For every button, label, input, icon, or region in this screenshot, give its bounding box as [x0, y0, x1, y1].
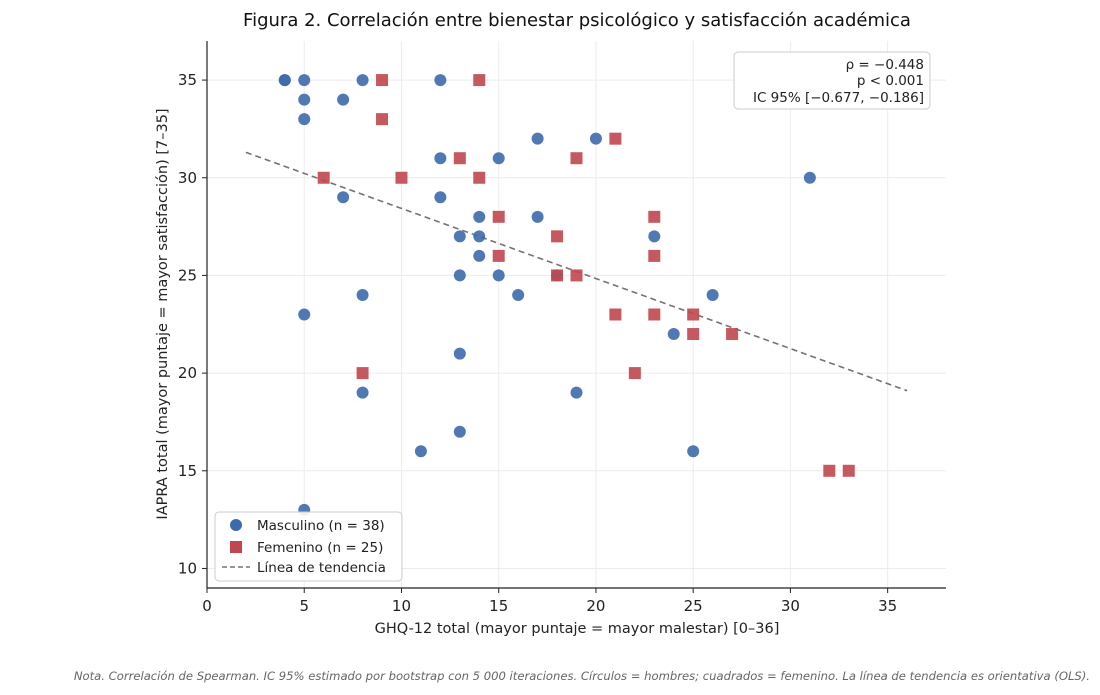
y-ticks: 10 15 20 25 30 35 — [178, 71, 207, 577]
point-masculino — [492, 152, 505, 165]
point-masculino — [570, 386, 583, 399]
point-masculino — [473, 210, 486, 223]
x-tick-label: 15 — [489, 597, 508, 615]
point-masculino — [356, 288, 369, 301]
point-masculino — [453, 347, 466, 360]
point-femenino — [648, 210, 661, 223]
point-masculino — [589, 132, 602, 145]
point-femenino — [609, 308, 622, 321]
y-tick-label: 10 — [178, 559, 197, 577]
point-femenino — [356, 367, 369, 380]
point-masculino — [492, 269, 505, 282]
stats-p-value: p < 0.001 — [857, 73, 924, 89]
point-masculino — [687, 445, 700, 458]
point-femenino — [842, 464, 855, 477]
point-femenino — [687, 308, 700, 321]
x-tick-label: 35 — [878, 597, 897, 615]
y-tick-label: 15 — [178, 462, 197, 480]
point-masculino — [473, 249, 486, 262]
point-femenino — [317, 171, 330, 184]
point-masculino — [473, 230, 486, 243]
point-masculino — [531, 210, 544, 223]
stats-ci: IC 95% [−0.677, −0.186] — [753, 90, 924, 106]
x-tick-label: 5 — [299, 597, 309, 615]
point-femenino — [473, 171, 486, 184]
point-femenino — [823, 464, 836, 477]
point-masculino — [298, 113, 311, 126]
x-tick-label: 20 — [586, 597, 605, 615]
point-masculino — [453, 230, 466, 243]
chart-title: Figura 2. Correlación entre bienestar ps… — [243, 10, 911, 31]
point-masculino — [803, 171, 816, 184]
point-femenino — [628, 367, 641, 380]
point-masculino — [667, 328, 680, 341]
point-masculino — [278, 74, 291, 87]
point-masculino — [298, 74, 311, 87]
point-masculino — [434, 152, 447, 165]
point-masculino — [356, 386, 369, 399]
point-femenino — [726, 328, 739, 341]
axes — [206, 41, 946, 589]
point-masculino — [453, 425, 466, 438]
point-femenino — [376, 113, 389, 126]
point-femenino — [570, 152, 583, 165]
legend-frame — [214, 511, 403, 582]
point-femenino — [551, 269, 564, 282]
x-tick-label: 0 — [202, 597, 212, 615]
x-ticks: 0 5 10 15 20 25 30 35 — [202, 588, 897, 615]
point-femenino — [492, 249, 505, 262]
stats-box: ρ = −0.448 p < 0.001 IC 95% [−0.677, −0.… — [733, 51, 931, 110]
y-tick-label: 35 — [178, 71, 197, 89]
point-femenino — [648, 249, 661, 262]
legend-label-masculino: Masculino (n = 38) — [257, 518, 385, 534]
legend-marker-masculino — [230, 519, 242, 531]
point-femenino — [551, 230, 564, 243]
point-femenino — [570, 269, 583, 282]
legend-marker-femenino — [230, 541, 242, 553]
point-femenino — [395, 171, 408, 184]
point-femenino — [687, 328, 700, 341]
x-axis-label: GHQ-12 total (mayor puntaje = mayor male… — [375, 621, 780, 637]
legend-label-femenino: Femenino (n = 25) — [257, 540, 383, 556]
point-femenino — [492, 210, 505, 223]
y-tick-label: 20 — [178, 364, 197, 382]
point-femenino — [648, 308, 661, 321]
legend-label-trend: Línea de tendencia — [257, 560, 386, 576]
point-masculino — [414, 445, 427, 458]
point-femenino — [609, 132, 622, 145]
point-masculino — [531, 132, 544, 145]
point-masculino — [434, 74, 447, 87]
point-femenino — [473, 74, 486, 87]
y-tick-label: 30 — [178, 169, 197, 187]
y-tick-label: 25 — [178, 266, 197, 284]
point-masculino — [706, 288, 719, 301]
x-tick-label: 10 — [392, 597, 411, 615]
point-masculino — [337, 93, 350, 106]
point-femenino — [376, 74, 389, 87]
point-masculino — [648, 230, 661, 243]
footnote: Nota. Correlación de Spearman. IC 95% es… — [73, 669, 1090, 683]
y-axis-label: IAPRA total (mayor puntaje = mayor satis… — [155, 108, 171, 519]
stats-rho: ρ = −0.448 — [846, 57, 924, 73]
legend: Masculino (n = 38) Femenino (n = 25) Lín… — [214, 511, 403, 582]
point-masculino — [512, 288, 525, 301]
x-tick-label: 25 — [684, 597, 703, 615]
point-masculino — [453, 269, 466, 282]
x-tick-label: 30 — [781, 597, 800, 615]
stats-box-frame — [733, 51, 931, 110]
point-masculino — [298, 93, 311, 106]
point-femenino — [453, 152, 466, 165]
point-masculino — [356, 74, 369, 87]
grid-lines — [207, 41, 946, 588]
point-masculino — [434, 191, 447, 204]
point-masculino — [298, 308, 311, 321]
point-masculino — [337, 191, 350, 204]
points-layer — [278, 74, 855, 516]
